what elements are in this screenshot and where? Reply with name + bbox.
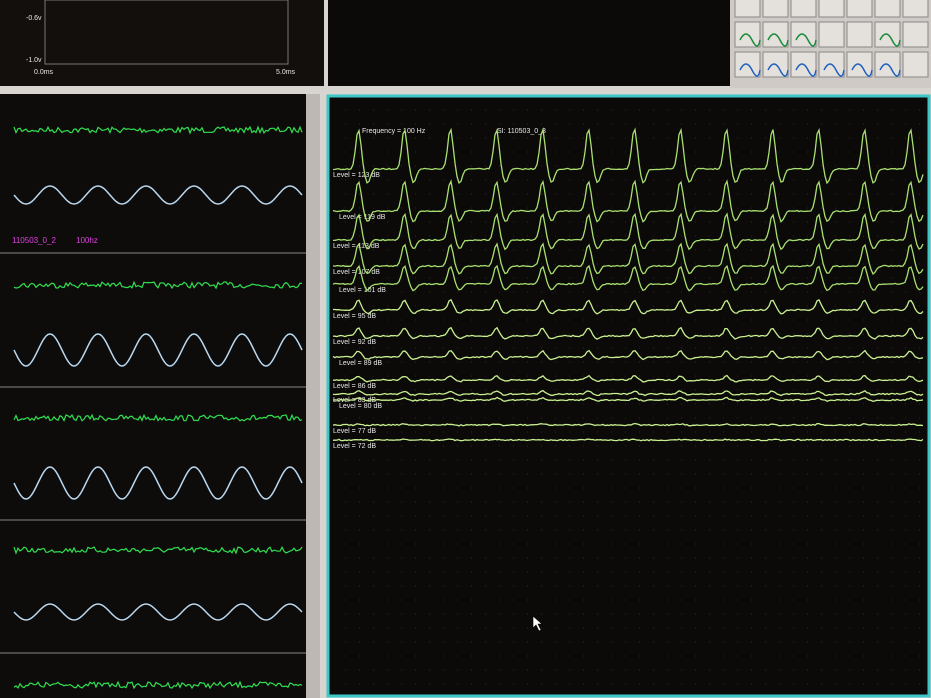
- sine-trace: [13, 333, 303, 367]
- divider: [324, 0, 328, 90]
- level-label: Level = 80 dB: [339, 403, 382, 410]
- cursor: [532, 615, 543, 632]
- frequency-label: Frequency = 100 Hz: [362, 128, 426, 135]
- level-label: Level = 113 dB: [333, 243, 380, 250]
- grid-dots: [345, 109, 920, 685]
- response-trace: [333, 298, 924, 315]
- tool-button[interactable]: [902, 0, 929, 18]
- response-panel: [326, 94, 931, 698]
- scope-y-label: -0.6v: [26, 15, 42, 22]
- tool-icon: [823, 63, 845, 77]
- response-trace: [332, 127, 924, 185]
- sine-trace: [13, 603, 303, 621]
- level-label: Level = 95 dB: [333, 313, 376, 320]
- level-label: Level = 83 dB: [333, 397, 376, 404]
- tool-button[interactable]: [874, 0, 901, 18]
- level-label: Level = 77 dB: [333, 428, 376, 435]
- tool-icon: [739, 63, 761, 77]
- scrollbar[interactable]: [306, 94, 320, 698]
- level-label: Level = 86 dB: [333, 383, 376, 390]
- file-label: SI: 110503_0_3: [497, 128, 546, 135]
- blank-panel: [328, 0, 730, 86]
- level-label: Level = 123 dB: [333, 172, 380, 179]
- response-trace: [332, 396, 924, 403]
- noise-trace: [13, 413, 303, 422]
- trace-panel: [0, 94, 306, 698]
- tool-button[interactable]: [790, 0, 817, 18]
- level-label: Level = 89 dB: [339, 360, 382, 367]
- tool-icon: [879, 33, 901, 47]
- sine-trace: [13, 185, 303, 205]
- response-trace: [333, 374, 924, 383]
- response-trace: [332, 242, 924, 275]
- tool-button[interactable]: [902, 51, 929, 78]
- toolbar-buttons: [734, 0, 929, 78]
- tool-button[interactable]: [902, 21, 929, 48]
- tool-icon: [739, 33, 761, 47]
- scope-x-label: 0.0ms: [34, 69, 54, 76]
- scope-y-label: -1.0v: [26, 57, 42, 64]
- response-trace: [332, 212, 924, 251]
- tool-icon: [795, 33, 817, 47]
- divider: [0, 86, 931, 94]
- tool-button[interactable]: [762, 0, 789, 18]
- dot-grid: [345, 109, 920, 685]
- response-trace: [332, 422, 924, 427]
- level-label: Level = 72 dB: [333, 443, 376, 450]
- tool-icon: [767, 33, 789, 47]
- tool-button[interactable]: [762, 21, 789, 48]
- tool-icon: [767, 63, 789, 77]
- noise-trace: [13, 125, 303, 135]
- scope-frame: [44, 0, 289, 65]
- level-label: Level = 92 dB: [333, 339, 376, 346]
- tool-button[interactable]: [818, 0, 845, 18]
- scope-panel: [0, 0, 324, 86]
- tool-button[interactable]: [846, 0, 873, 18]
- response-trace: [332, 389, 924, 397]
- tool-icon: [851, 63, 873, 77]
- noise-trace: [13, 680, 303, 690]
- level-label: Level = 119 dB: [339, 214, 386, 221]
- level-label: Level = 101 dB: [339, 287, 386, 294]
- response-trace: [332, 264, 924, 292]
- scope-x-label: 5.0ms: [276, 69, 296, 76]
- trace-freq: 100hz: [76, 236, 98, 245]
- sine-trace: [13, 466, 303, 500]
- response-trace: [332, 326, 924, 340]
- tool-icon: [795, 63, 817, 77]
- response-trace: [332, 349, 924, 361]
- tool-button[interactable]: [818, 21, 845, 48]
- tool-button[interactable]: [734, 0, 761, 18]
- tool-button[interactable]: [846, 21, 873, 48]
- tool-icon: [879, 63, 901, 77]
- noise-trace: [13, 280, 303, 290]
- noise-trace: [13, 545, 303, 555]
- response-trace: [332, 179, 924, 223]
- response-trace: [332, 438, 924, 442]
- trace-file: 110503_0_2: [12, 236, 56, 245]
